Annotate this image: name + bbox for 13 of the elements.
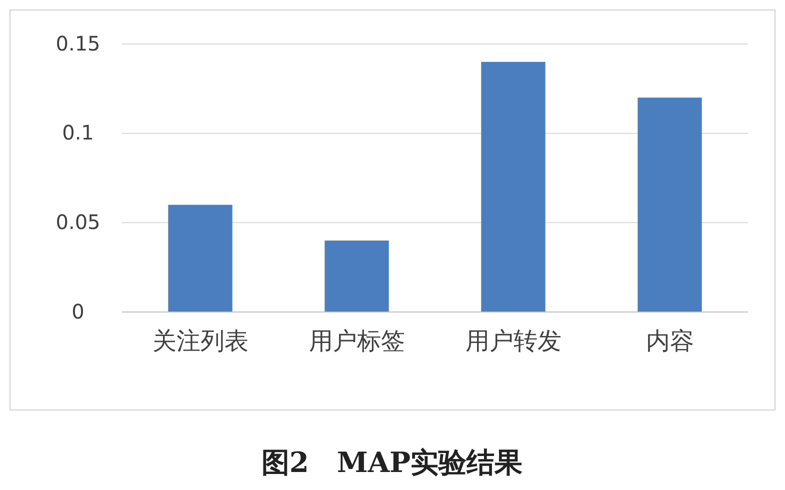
text: 图2 MAP实验结果 — [261, 446, 523, 479]
x-tick-label: 用户标签 — [308, 327, 405, 356]
bar — [168, 204, 232, 312]
x-tick-label: 关注列表 — [152, 327, 248, 356]
bar — [481, 62, 546, 312]
x-tick-label: 内容 — [646, 327, 694, 356]
y-tick-label: 0.15 — [56, 31, 100, 56]
y-tick-label: 0.05 — [56, 210, 100, 234]
x-tick-label: 用户转发 — [465, 327, 562, 356]
bar — [324, 240, 389, 312]
bar — [638, 98, 702, 312]
y-tick-label: 0.1 — [62, 120, 94, 145]
y-tick-label: 0 — [72, 299, 84, 324]
